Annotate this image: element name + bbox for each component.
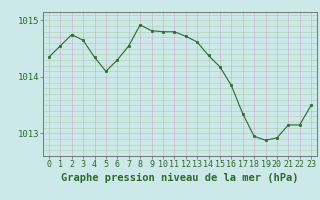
X-axis label: Graphe pression niveau de la mer (hPa): Graphe pression niveau de la mer (hPa) xyxy=(61,173,299,183)
